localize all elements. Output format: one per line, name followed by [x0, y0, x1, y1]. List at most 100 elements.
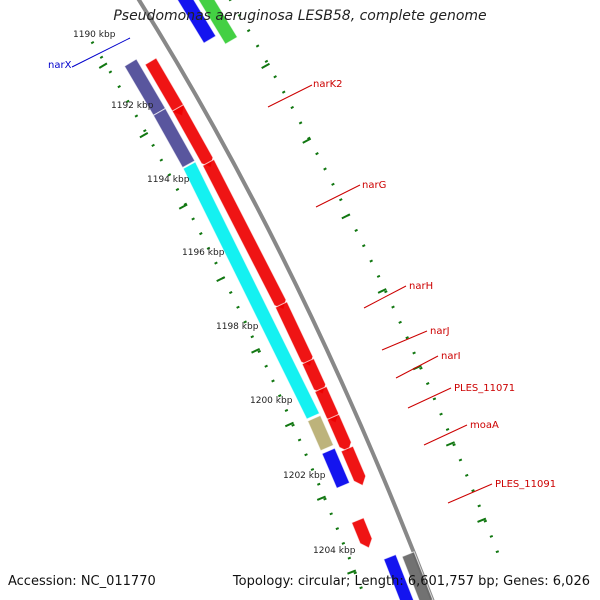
- gene-feature-PLES_11071[interactable]: [326, 413, 352, 453]
- minor-tick-outer: [257, 349, 262, 354]
- minor-tick-outer: [134, 114, 139, 118]
- leader-moaA: [423, 424, 468, 446]
- minor-tick-outer: [183, 202, 188, 206]
- kbp-label-1200: 1200 kbp: [250, 396, 293, 406]
- minor-tick-outer: [151, 143, 155, 147]
- minor-tick-outer: [228, 290, 233, 295]
- minor-tick-inner: [354, 228, 358, 232]
- minor-tick-inner: [315, 152, 319, 156]
- map-title: Pseudomonas aeruginosa LESB58, complete …: [113, 8, 487, 24]
- gene-label-narJ[interactable]: narJ: [430, 326, 450, 337]
- leader-PLES_11091: [447, 483, 493, 504]
- minor-tick-inner: [452, 443, 456, 447]
- kbp-label-1198: 1198 kbp: [216, 322, 259, 332]
- gene-label-narK2[interactable]: narK2: [313, 79, 343, 90]
- minor-tick-inner: [339, 198, 343, 202]
- major-tick-outer-0: [98, 62, 108, 69]
- minor-tick-outer: [277, 394, 282, 398]
- major-tick-inner-2: [302, 137, 312, 144]
- minor-tick-inner: [384, 290, 388, 294]
- minor-tick-inner: [246, 28, 251, 33]
- minor-tick-outer: [191, 217, 195, 221]
- minor-tick-outer: [214, 261, 218, 265]
- gene-feature-green-top[interactable]: [176, 0, 239, 45]
- minor-tick-inner: [307, 136, 311, 140]
- gene-label-PLES_11071[interactable]: PLES_11071: [454, 383, 515, 394]
- major-tick-inner-1: [261, 62, 270, 70]
- gene-feature-cyan[interactable]: [182, 161, 321, 420]
- minor-tick-outer: [236, 305, 240, 309]
- gene-feature-moaA[interactable]: [340, 445, 367, 487]
- gene-label-PLES_11091[interactable]: PLES_11091: [495, 479, 556, 490]
- gene-feature-khaki[interactable]: [306, 414, 335, 452]
- major-tick-inner-7: [477, 517, 487, 523]
- minor-tick-inner: [264, 59, 269, 63]
- gene-label-narX[interactable]: narX: [48, 60, 72, 71]
- gene-feature-slate-b[interactable]: [152, 107, 196, 169]
- major-tick-outer-3: [216, 276, 226, 283]
- major-tick-outer-5: [284, 421, 294, 428]
- minor-tick-inner: [432, 397, 437, 401]
- minor-tick-inner: [398, 320, 402, 324]
- minor-tick-outer: [142, 129, 147, 133]
- minor-tick-inner: [255, 44, 260, 48]
- minor-tick-outer: [359, 586, 363, 590]
- minor-tick-inner: [458, 458, 463, 462]
- minor-tick-outer: [271, 379, 275, 383]
- minor-tick-inner: [464, 473, 469, 477]
- minor-tick-outer: [159, 158, 164, 162]
- accession-text: Accession: NC_011770: [8, 574, 156, 589]
- gene-feature-blue-bottom[interactable]: [383, 553, 416, 600]
- minor-tick-inner: [391, 305, 395, 309]
- leader-narG: [315, 184, 361, 208]
- minor-tick-outer: [347, 556, 352, 560]
- minor-tick-inner: [425, 382, 430, 386]
- minor-tick-inner: [495, 550, 500, 554]
- kbp-label-1196: 1196 kbp: [182, 248, 225, 258]
- gene-label-narH[interactable]: narH: [409, 281, 433, 292]
- gene-feature-PLES_11091[interactable]: [350, 517, 373, 549]
- minor-tick-outer: [304, 453, 308, 457]
- minor-tick-inner: [273, 75, 277, 79]
- minor-tick-outer: [284, 408, 289, 412]
- minor-tick-outer: [335, 527, 340, 531]
- major-tick-inner-6: [445, 441, 455, 447]
- minor-tick-outer: [126, 99, 130, 103]
- minor-tick-inner: [281, 90, 286, 94]
- minor-tick-inner: [419, 366, 423, 370]
- gene-label-moaA[interactable]: moaA: [470, 420, 499, 431]
- gene-label-narI[interactable]: narI: [441, 351, 461, 362]
- leader-narI: [395, 355, 439, 379]
- genome-backbone: [136, 0, 435, 600]
- minor-tick-outer: [316, 482, 321, 486]
- minor-tick-outer: [353, 571, 357, 575]
- minor-tick-inner: [483, 519, 488, 523]
- minor-tick-outer: [323, 497, 327, 501]
- minor-tick-outer: [167, 173, 172, 177]
- gene-label-narG[interactable]: narG: [362, 180, 386, 191]
- major-tick-inner-4: [377, 288, 387, 294]
- minor-tick-outer: [199, 232, 203, 236]
- minor-tick-inner: [237, 13, 242, 17]
- minor-tick-outer: [175, 187, 180, 192]
- gene-feature-narX[interactable]: [161, 0, 217, 44]
- leader-narJ: [381, 330, 428, 351]
- gene-feature-blue-mid[interactable]: [321, 447, 351, 489]
- minor-tick-outer: [108, 70, 113, 74]
- gene-feature-gray-bottom[interactable]: [401, 551, 434, 600]
- minor-tick-inner: [361, 244, 366, 248]
- kbp-label-1190: 1190 kbp: [73, 30, 116, 40]
- major-tick-outer-2: [178, 203, 188, 210]
- genome-summary-text: Topology: circular; Length: 6,601,757 bp…: [232, 574, 590, 589]
- minor-tick-inner: [298, 121, 303, 125]
- leader-narX: [71, 37, 131, 68]
- minor-tick-inner: [323, 167, 327, 171]
- minor-tick-outer: [291, 423, 295, 427]
- minor-tick-inner: [477, 504, 481, 508]
- minor-tick-outer: [243, 320, 247, 324]
- minor-tick-inner: [331, 182, 335, 186]
- leader-narH: [363, 285, 407, 309]
- minor-tick-inner: [439, 412, 443, 416]
- minor-tick-outer: [90, 40, 95, 45]
